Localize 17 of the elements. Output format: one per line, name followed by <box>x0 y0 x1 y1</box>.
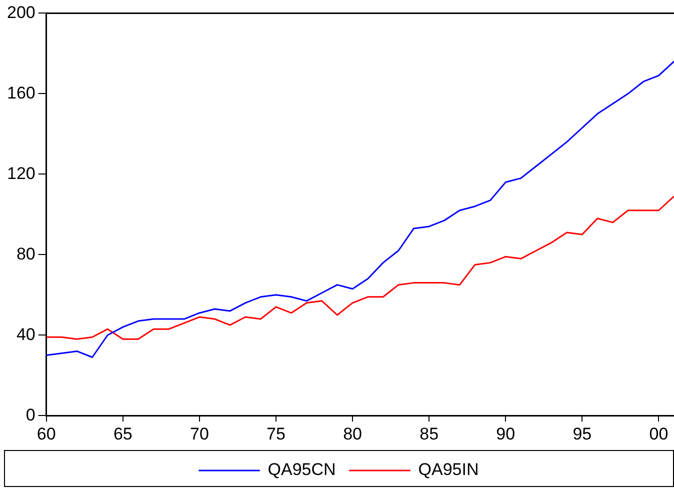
y-tick-label: 120 <box>6 164 36 183</box>
y-tick-label: 200 <box>6 2 36 22</box>
legend-label: QA95IN <box>418 460 479 480</box>
y-tick-label: 0 <box>26 405 36 424</box>
y-tick-label: 80 <box>16 244 36 264</box>
x-tick-label: 70 <box>190 424 209 444</box>
x-tick-label: 65 <box>113 424 132 444</box>
x-tick-label: 80 <box>343 424 362 444</box>
legend-label: QA95CN <box>268 460 336 480</box>
y-tick-label: 40 <box>16 324 36 344</box>
x-tick-label: 85 <box>420 424 439 444</box>
y-tick-label: 160 <box>6 83 36 102</box>
x-tick-label: 00 <box>649 424 668 444</box>
x-tick-label: 95 <box>572 424 592 444</box>
x-tick-label: 90 <box>496 424 516 444</box>
x-tick-label: 60 <box>36 424 56 444</box>
x-tick-label: 75 <box>266 424 286 444</box>
